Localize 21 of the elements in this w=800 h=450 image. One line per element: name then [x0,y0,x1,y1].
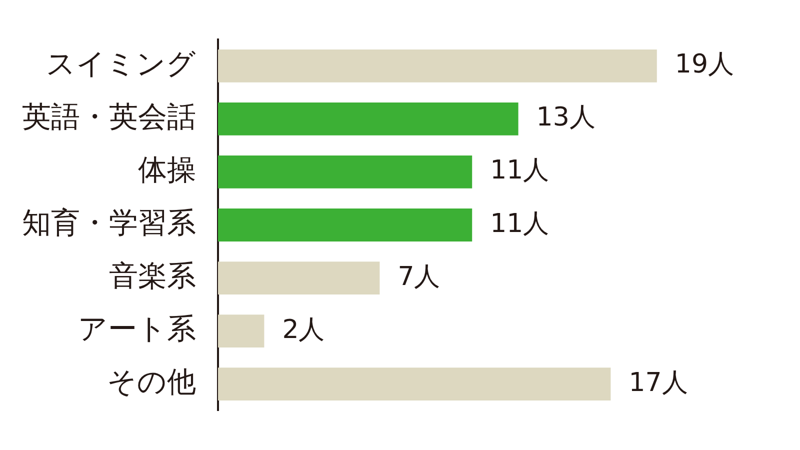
bar [218,49,657,82]
y-tick-label: 体操 [138,152,196,187]
bar [218,156,472,188]
bar [218,314,264,348]
y-tick-label: スイミング [46,46,196,80]
data-label: 19人 [674,50,734,80]
data-label: 17人 [628,368,688,398]
y-tick-label: 英語・英会話 [22,99,196,134]
bar [218,102,518,136]
data-label: 13人 [536,102,596,133]
data-label: 2人 [282,314,325,345]
y-tick-label: その他 [107,364,196,399]
bar [218,262,380,294]
data-label: 11人 [490,208,550,239]
bar [218,208,472,242]
data-label: 11人 [490,156,550,186]
bar [218,368,611,401]
data-label: 7人 [398,262,440,292]
y-tick-label: アート系 [78,312,196,346]
y-tick-label: 知育・学習系 [22,206,196,240]
y-tick-label: 音楽系 [109,258,196,293]
